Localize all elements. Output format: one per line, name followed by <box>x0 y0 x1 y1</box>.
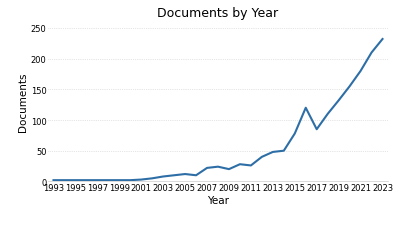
Y-axis label: Documents: Documents <box>18 73 28 132</box>
X-axis label: Year: Year <box>207 195 229 205</box>
Title: Documents by Year: Documents by Year <box>158 7 278 20</box>
